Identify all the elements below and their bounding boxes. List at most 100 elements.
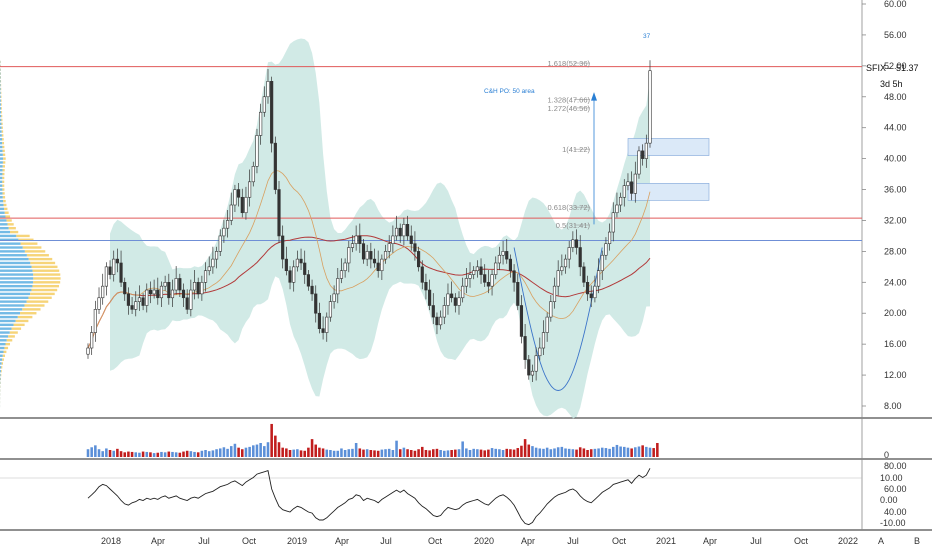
volume-bar-down bbox=[157, 453, 160, 457]
auto-scale-button[interactable]: A bbox=[878, 536, 884, 546]
profile-bar-up bbox=[0, 192, 3, 194]
profile-bar-up bbox=[0, 107, 1, 109]
volume-bar-up bbox=[561, 447, 564, 457]
time-tick-label: Oct bbox=[794, 536, 809, 546]
volume-bar-up bbox=[494, 449, 497, 457]
volume-bar-down bbox=[487, 450, 490, 457]
candle-up bbox=[546, 317, 549, 332]
volume-bar-up bbox=[234, 444, 237, 457]
profile-bar-up bbox=[0, 273, 33, 275]
volume-bar-up bbox=[395, 441, 398, 457]
profile-bar-down bbox=[3, 355, 5, 357]
candle-up bbox=[439, 317, 442, 325]
volume-bar-up bbox=[245, 448, 248, 457]
volume-bar-up bbox=[230, 446, 233, 457]
volume-bar-up bbox=[329, 450, 332, 457]
volume-bar-up bbox=[605, 448, 608, 457]
profile-bar-up bbox=[0, 242, 21, 244]
profile-bar-up bbox=[0, 138, 2, 140]
candle-up bbox=[256, 135, 259, 166]
volume-bar-down bbox=[318, 448, 321, 457]
candle-up bbox=[337, 278, 340, 293]
candle-up bbox=[649, 71, 652, 143]
profile-bar-up bbox=[0, 200, 3, 202]
volume-bar-down bbox=[509, 449, 512, 457]
volume-bar-down bbox=[399, 449, 402, 457]
volume-bar-up bbox=[134, 452, 137, 457]
candle-up bbox=[539, 348, 542, 356]
volume-bar-up bbox=[612, 447, 615, 457]
profile-bar-up bbox=[0, 258, 29, 260]
candle-up bbox=[502, 251, 505, 255]
candle-up bbox=[366, 251, 369, 259]
volume-bar-up bbox=[366, 449, 369, 457]
candle-down bbox=[432, 306, 435, 318]
log-scale-button[interactable]: B bbox=[914, 536, 920, 546]
candle-up bbox=[564, 259, 567, 267]
profile-bar-up bbox=[0, 165, 3, 167]
candle-up bbox=[638, 151, 641, 174]
candle-up bbox=[531, 371, 534, 375]
volume-bar-down bbox=[303, 451, 306, 457]
profile-bar-down bbox=[22, 308, 40, 310]
profile-bar-down bbox=[1, 88, 2, 90]
profile-bar-up bbox=[0, 300, 27, 302]
price-tick-label: 16.00 bbox=[884, 339, 907, 349]
profile-bar-down bbox=[6, 219, 11, 221]
profile-bar-down bbox=[10, 231, 18, 233]
profile-bar-down bbox=[33, 281, 60, 283]
candle-up bbox=[568, 248, 571, 260]
candle-up bbox=[381, 259, 384, 271]
profile-bar-down bbox=[21, 242, 38, 244]
profile-bar-down bbox=[2, 134, 4, 136]
profile-bar-up bbox=[0, 134, 2, 136]
zone-lower bbox=[628, 183, 709, 200]
profile-bar-up bbox=[0, 347, 4, 349]
volume-bar-down bbox=[237, 448, 240, 457]
volume-bar-up bbox=[557, 447, 560, 457]
volume-bar-down bbox=[428, 450, 431, 457]
profile-bar-up bbox=[0, 204, 4, 206]
candle-down bbox=[186, 298, 189, 310]
candle-up bbox=[234, 190, 237, 205]
volume-bar-down bbox=[513, 450, 516, 457]
volume-bar-up bbox=[248, 447, 251, 457]
volume-bar-down bbox=[377, 451, 380, 457]
profile-bar-down bbox=[3, 200, 6, 202]
candle-up bbox=[494, 263, 497, 275]
profile-bar-up bbox=[0, 76, 1, 78]
volume-tick-label: 0 bbox=[884, 450, 889, 460]
candle-up bbox=[208, 267, 211, 271]
peak-label: 37 bbox=[643, 33, 651, 40]
candle-down bbox=[414, 244, 417, 252]
profile-bar-up bbox=[0, 327, 12, 329]
candle-up bbox=[134, 302, 137, 310]
volume-bar-up bbox=[458, 449, 461, 457]
candle-up bbox=[645, 143, 648, 158]
candle-down bbox=[399, 228, 402, 236]
volume-bar-down bbox=[314, 445, 317, 457]
volume-bar-down bbox=[483, 450, 486, 457]
candle-down bbox=[182, 290, 185, 298]
volume-bar-up bbox=[138, 453, 141, 457]
volume-bar-up bbox=[601, 448, 604, 457]
volume-bar-down bbox=[322, 448, 325, 457]
volume-bar-up bbox=[344, 450, 347, 457]
profile-bar-down bbox=[2, 184, 4, 186]
profile-bar-up bbox=[0, 281, 33, 283]
profile-bar-down bbox=[33, 270, 60, 272]
candle-up bbox=[296, 259, 299, 267]
profile-bar-down bbox=[27, 254, 49, 256]
interval-label: 3d 5h bbox=[880, 79, 903, 89]
candle-down bbox=[483, 275, 486, 283]
profile-bar-down bbox=[3, 150, 5, 152]
rsi-tick-label: 60.00 bbox=[884, 484, 907, 494]
candle-down bbox=[362, 244, 365, 259]
volume-bar-down bbox=[406, 449, 409, 457]
profile-bar-down bbox=[1, 374, 2, 376]
profile-bar-up bbox=[0, 250, 25, 252]
profile-bar-up bbox=[0, 142, 2, 144]
price-tick-label: 20.00 bbox=[884, 308, 907, 318]
